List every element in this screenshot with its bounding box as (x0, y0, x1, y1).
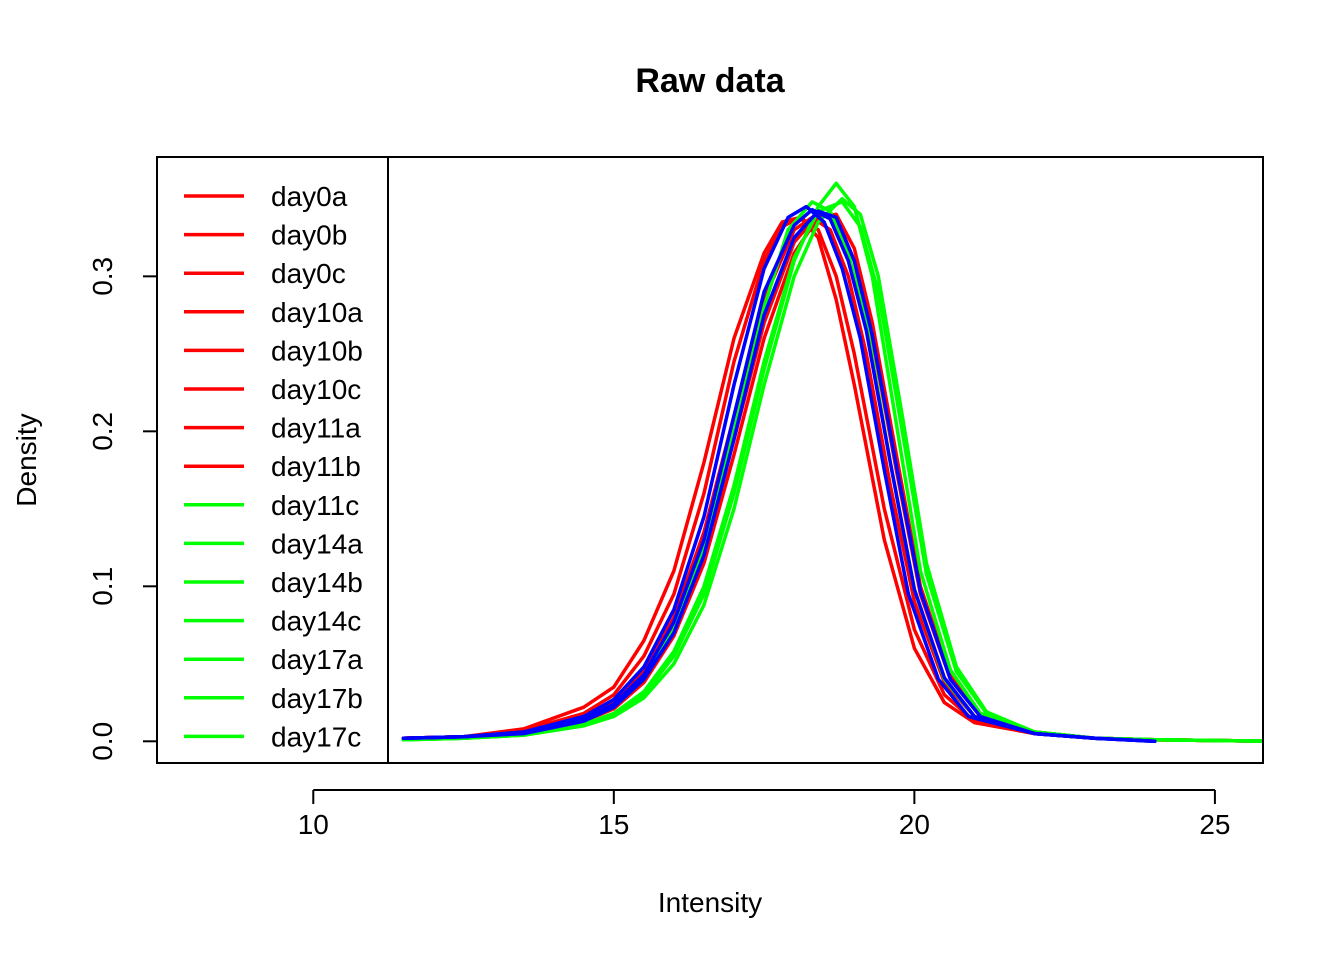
density-curve-7 (401, 197, 1263, 743)
x-axis: 10 15 20 25 (298, 789, 1230, 840)
y-axis-label: Density (11, 413, 42, 506)
y-tick-label-0.3: 0.3 (87, 257, 118, 296)
legend-label-day17c: day17c (271, 721, 361, 752)
density-curve-9 (401, 200, 1263, 743)
legend-label-day10b: day10b (271, 335, 363, 366)
legend-label-day0b: day0b (271, 220, 347, 251)
legend-label-day11a: day11a (271, 413, 361, 444)
x-tick-label-15: 15 (598, 809, 629, 840)
legend-label-day14c: day14c (271, 606, 361, 637)
legend-label-day0a: day0a (271, 181, 348, 212)
density-curve-8 (401, 200, 1263, 743)
y-tick-label-0.1: 0.1 (87, 567, 118, 606)
x-tick-label-25: 25 (1199, 809, 1230, 840)
legend-label-day17b: day17b (271, 683, 363, 714)
legend-label-day11b: day11b (271, 451, 361, 482)
series-layer (401, 181, 1263, 744)
legend-label-day10a: day10a (271, 297, 363, 328)
legend: day0a day0b day0c day10a day10b day10c day11a d… (156, 156, 389, 764)
legend-label-day11c: day11c (271, 490, 359, 521)
density-curve-12 (401, 209, 1157, 744)
legend-label-day17a: day17a (271, 644, 363, 675)
y-axis: 0.0 0.1 0.2 0.3 (87, 257, 158, 761)
legend-label-day10c: day10c (271, 374, 361, 405)
y-tick-label-0.0: 0.0 (87, 722, 118, 761)
x-axis-label: Intensity (658, 887, 762, 918)
legend-label-day14a: day14a (271, 528, 363, 559)
chart-title: Raw data (635, 62, 785, 100)
density-curve-10 (401, 204, 1157, 744)
legend-label-day0c: day0c (271, 258, 346, 289)
density-curve-2 (401, 215, 1263, 743)
density-curve-5 (401, 212, 1263, 743)
legend-label-day14b: day14b (271, 567, 363, 598)
x-tick-label-20: 20 (899, 809, 930, 840)
density-curve-11 (401, 207, 1157, 744)
density-curve-4 (401, 212, 1263, 743)
y-tick-label-0.2: 0.2 (87, 412, 118, 451)
x-tick-label-10: 10 (298, 809, 329, 840)
legend-box (156, 156, 389, 764)
